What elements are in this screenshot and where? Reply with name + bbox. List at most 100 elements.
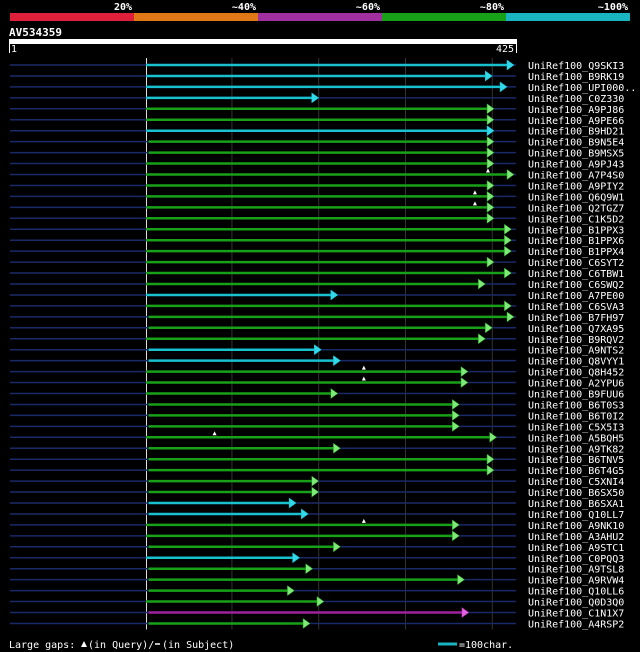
hit-row[interactable]: UniRef100_Q10LL7 <box>10 508 624 521</box>
hit-label[interactable]: UniRef100_Q8VYY1 <box>528 357 624 368</box>
hit-row[interactable]: UniRef100_A9TSL8 <box>10 563 624 576</box>
hit-row[interactable]: UniRef100_B1PPX3 <box>10 223 624 236</box>
hit-label[interactable]: UniRef100_C6TBW1 <box>528 269 624 280</box>
hit-row[interactable]: UniRef100_B6SXA1 <box>10 497 624 510</box>
hit-label[interactable]: UniRef100_C5X5I3 <box>528 422 624 433</box>
hit-row[interactable]: UniRef100_Q0D3Q0 <box>10 596 624 609</box>
hit-label[interactable]: UniRef100_Q10LL7 <box>528 510 624 521</box>
hit-label[interactable]: UniRef100_Q9SKI3 <box>528 61 624 72</box>
hit-row[interactable]: UniRef100_Q8VYY1 <box>10 355 624 368</box>
hit-label[interactable]: UniRef100_A7P4S0 <box>528 171 624 182</box>
hit-label[interactable]: UniRef100_A9TK82 <box>528 444 624 455</box>
hit-row[interactable]: UniRef100_A9PJ86 <box>10 103 624 116</box>
hit-row[interactable]: UniRef100_A9PJ43 <box>10 158 624 171</box>
hit-row[interactable]: UniRef100_A7P4S0 <box>10 168 624 182</box>
hit-label[interactable]: UniRef100_B6SX50 <box>528 488 624 499</box>
hit-row[interactable]: UniRef100_B7FH97 <box>10 311 624 324</box>
hit-label[interactable]: UniRef100_C1K5D2 <box>528 214 624 225</box>
hit-label[interactable]: UniRef100_B6T0I2 <box>528 411 624 422</box>
hit-label[interactable]: UniRef100_A9NK10 <box>528 521 624 532</box>
hit-label[interactable]: UniRef100_Q7XA95 <box>528 324 624 335</box>
hit-label[interactable]: UniRef100_C0Z330 <box>528 94 624 105</box>
hit-label[interactable]: UniRef100_B9RQV2 <box>528 335 624 346</box>
hit-row[interactable]: UniRef100_C5X5I3 <box>10 420 624 433</box>
hit-row[interactable]: UniRef100_A5BQH5 <box>10 431 624 444</box>
hit-label[interactable]: UniRef100_A2YPU6 <box>528 379 624 390</box>
hit-label[interactable]: UniRef100_B1PPX3 <box>528 225 624 236</box>
hit-label[interactable]: UniRef100_B6TNV5 <box>528 455 624 466</box>
hit-row[interactable]: UniRef100_B6T0S3 <box>10 398 624 411</box>
hit-row[interactable]: UniRef100_Q8H452 <box>10 365 624 379</box>
hit-label[interactable]: UniRef100_B6T4G5 <box>528 466 624 477</box>
hit-label[interactable]: UniRef100_Q10LL6 <box>528 587 624 598</box>
hit-row[interactable]: UniRef100_B9MSX5 <box>10 147 624 160</box>
hit-label[interactable]: UniRef100_C6SYT2 <box>528 258 624 269</box>
hit-row[interactable]: UniRef100_B6T4G5 <box>10 464 624 477</box>
hit-label[interactable]: UniRef100_A9PJ86 <box>528 105 624 116</box>
hit-row[interactable]: UniRef100_C6SYT2 <box>10 256 624 269</box>
hit-label[interactable]: UniRef100_A9TSL8 <box>528 565 624 576</box>
hit-row[interactable]: UniRef100_Q9SKI3 <box>10 59 624 72</box>
hit-row[interactable]: UniRef100_A9PIY2 <box>10 179 624 192</box>
hit-row[interactable]: UniRef100_Q6Q9W1 <box>10 190 624 203</box>
hit-label[interactable]: UniRef100_C1N1X7 <box>528 609 624 620</box>
hit-row[interactable]: UniRef100_A3AHU2 <box>10 530 624 543</box>
hit-label[interactable]: UniRef100_A9NTS2 <box>528 346 624 357</box>
hit-row[interactable]: UniRef100_C6TBW1 <box>10 267 624 280</box>
hit-row[interactable]: UniRef100_B6T0I2 <box>10 409 624 422</box>
hit-row[interactable]: UniRef100_C6SVA3 <box>10 300 624 313</box>
hit-label[interactable]: UniRef100_B1PPX6 <box>528 236 624 247</box>
hit-label[interactable]: UniRef100_Q0D3Q0 <box>528 598 624 609</box>
hit-label[interactable]: UniRef100_A9PJ43 <box>528 160 624 171</box>
hit-label[interactable]: UniRef100_C6SVA3 <box>528 302 624 313</box>
hit-row[interactable]: UniRef100_A9NK10 <box>10 518 624 532</box>
hit-row[interactable]: UniRef100_B9FUU6 <box>10 388 624 401</box>
hit-row[interactable]: UniRef100_A7PE00 <box>10 289 624 302</box>
hit-row[interactable]: UniRef100_B9HD21 <box>10 125 624 138</box>
hit-row[interactable]: UniRef100_C0Z330 <box>10 92 624 105</box>
hit-row[interactable]: UniRef100_C1K5D2 <box>10 212 624 225</box>
hit-row[interactable]: UniRef100_A9STC1 <box>10 541 624 554</box>
hit-label[interactable]: UniRef100_A9RVW4 <box>528 576 624 587</box>
hit-label[interactable]: UniRef100_B9RK19 <box>528 72 624 83</box>
hit-row[interactable]: UniRef100_A4RSP2 <box>10 617 624 630</box>
hit-label[interactable]: UniRef100_A3AHU2 <box>528 532 624 543</box>
hit-row[interactable]: UniRef100_A9PE66 <box>10 114 624 127</box>
hit-row[interactable]: UniRef100_A2YPU6 <box>10 376 624 390</box>
hit-label[interactable]: UniRef100_A7PE00 <box>528 291 624 302</box>
hit-label[interactable]: UniRef100_Q6Q9W1 <box>528 192 624 203</box>
hit-row[interactable]: UniRef100_B1PPX4 <box>10 245 624 258</box>
hit-label[interactable]: UniRef100_B7FH97 <box>528 313 624 324</box>
hit-row[interactable]: UniRef100_C1N1X7 <box>10 607 624 620</box>
hit-row[interactable]: UniRef100_C5XNI4 <box>10 475 624 488</box>
hit-label[interactable]: UniRef100_A5BQH5 <box>528 433 624 444</box>
hit-label[interactable]: UniRef100_Q8H452 <box>528 368 624 379</box>
hit-label[interactable]: UniRef100_A4RSP2 <box>528 619 624 630</box>
hit-label[interactable]: UniRef100_C5XNI4 <box>528 477 624 488</box>
hit-label[interactable]: UniRef100_UPI000.. <box>528 83 636 94</box>
hit-label[interactable]: UniRef100_B6SXA1 <box>528 499 624 510</box>
hit-row[interactable]: UniRef100_C6SWQ2 <box>10 278 624 291</box>
hit-label[interactable]: UniRef100_C6SWQ2 <box>528 280 624 291</box>
hit-row[interactable]: UniRef100_B6SX50 <box>10 486 624 499</box>
hit-row[interactable]: UniRef100_C0PQQ3 <box>10 552 624 565</box>
hit-label[interactable]: UniRef100_B9N5E4 <box>528 138 624 149</box>
hit-row[interactable]: UniRef100_Q7XA95 <box>10 322 624 335</box>
hit-label[interactable]: UniRef100_A9PE66 <box>528 116 624 127</box>
hit-row[interactable]: UniRef100_B9RQV2 <box>10 333 624 346</box>
hit-label[interactable]: UniRef100_C0PQQ3 <box>528 554 624 565</box>
hit-label[interactable]: UniRef100_Q2TGZ7 <box>528 203 624 214</box>
hit-label[interactable]: UniRef100_B1PPX4 <box>528 247 624 258</box>
hit-row[interactable]: UniRef100_A9NTS2 <box>10 344 624 357</box>
hit-label[interactable]: UniRef100_B9MSX5 <box>528 149 624 160</box>
hit-label[interactable]: UniRef100_A9STC1 <box>528 543 624 554</box>
hit-label[interactable]: UniRef100_B6T0S3 <box>528 400 624 411</box>
hit-row[interactable]: UniRef100_B1PPX6 <box>10 234 624 247</box>
hit-row[interactable]: UniRef100_A9RVW4 <box>10 574 624 587</box>
hit-row[interactable]: UniRef100_B6TNV5 <box>10 453 624 466</box>
hit-row[interactable]: UniRef100_UPI000.. <box>10 81 636 94</box>
hit-label[interactable]: UniRef100_A9PIY2 <box>528 181 624 192</box>
hit-row[interactable]: UniRef100_B9N5E4 <box>10 136 624 149</box>
hit-row[interactable]: UniRef100_Q10LL6 <box>10 585 624 598</box>
hit-label[interactable]: UniRef100_B9FUU6 <box>528 390 624 401</box>
